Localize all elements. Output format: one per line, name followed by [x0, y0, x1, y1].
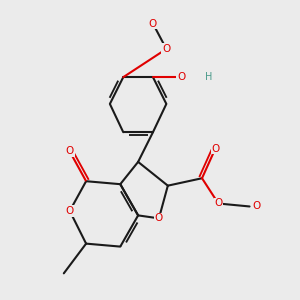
Text: O: O [155, 213, 163, 224]
Text: O: O [66, 206, 74, 216]
Text: O: O [177, 72, 185, 82]
Text: O: O [211, 143, 220, 154]
Text: H: H [205, 72, 212, 82]
Text: O: O [162, 44, 170, 54]
Text: O: O [149, 19, 157, 29]
Text: O: O [214, 199, 223, 208]
Text: O: O [66, 146, 74, 157]
Text: O: O [252, 202, 260, 212]
